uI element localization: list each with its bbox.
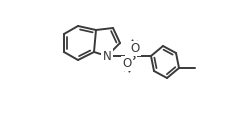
Text: S: S [127,50,135,62]
Text: O: O [130,42,140,55]
Text: N: N [103,50,111,62]
Text: O: O [122,57,132,70]
